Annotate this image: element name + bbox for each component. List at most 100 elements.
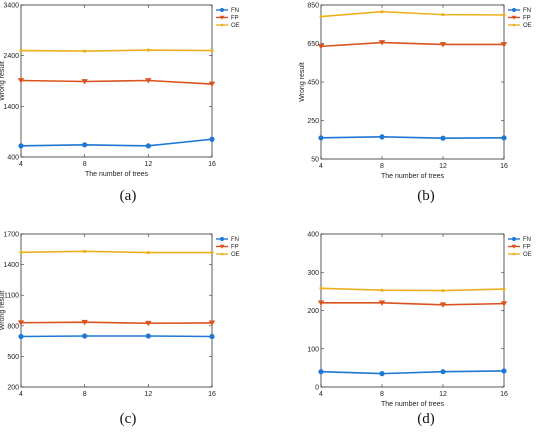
data-point-oe <box>502 13 506 17</box>
legend-marker <box>511 15 517 20</box>
data-point-fn <box>145 333 151 339</box>
y-tick-label: 2400 <box>3 53 19 60</box>
plot-frame <box>320 4 505 160</box>
data-point-oe <box>210 250 214 255</box>
series-line-oe <box>20 250 212 254</box>
panel-caption: (a) <box>120 188 137 204</box>
data-point-oe <box>319 286 323 290</box>
data-point-fp <box>439 42 447 48</box>
y-tick-label: 650 <box>307 41 319 48</box>
y-tick-label: 1700 <box>3 232 19 239</box>
data-point-oe <box>441 289 445 293</box>
y-tick-label: 200 <box>307 308 319 315</box>
chart-panel: 200 500 800 1100 1400 1700 4 8 12 16 Wrong result F… <box>0 232 240 428</box>
data-point-fp <box>81 319 88 326</box>
legend-entry: FP <box>523 16 531 22</box>
legend-marker <box>220 23 224 27</box>
data-point-oe <box>380 288 384 292</box>
series-line-fp <box>320 41 504 48</box>
data-point-fp <box>145 320 152 327</box>
y-axis-label: Wrong result <box>0 61 6 101</box>
y-tick-label: 250 <box>307 118 319 125</box>
x-tick-label: 16 <box>208 391 216 398</box>
data-point-oe <box>83 249 87 253</box>
panel-caption: (b) <box>417 188 435 204</box>
y-axis-label: Wrong result <box>0 291 6 331</box>
y-tick-label: 0 <box>315 385 319 392</box>
data-point-fp <box>81 79 88 85</box>
x-tick-label: 8 <box>380 391 384 398</box>
data-point-fp <box>500 42 508 48</box>
y-tick-label: 200 <box>7 385 19 392</box>
y-tick-label: 300 <box>307 270 319 277</box>
series-line-fn <box>320 370 505 375</box>
x-tick-label: 16 <box>500 391 508 398</box>
x-tick-label: 8 <box>380 163 384 170</box>
legend-entry: OE <box>231 23 240 29</box>
y-tick-label: 800 <box>7 323 19 330</box>
data-point-fn <box>440 369 446 375</box>
y-tick-label: 50 <box>311 157 319 164</box>
legend-marker <box>512 237 516 241</box>
data-point-fn <box>209 333 215 340</box>
data-point-oe <box>210 49 214 53</box>
y-tick-label: 850 <box>307 3 319 10</box>
data-point-fp <box>317 43 325 50</box>
data-point-fn <box>379 371 385 377</box>
legend-entry: OE <box>523 23 532 29</box>
legend-marker <box>219 15 225 20</box>
data-point-fn <box>18 143 24 149</box>
data-point-fn <box>501 135 507 141</box>
data-point-fn <box>82 142 88 148</box>
data-point-oe <box>441 13 445 17</box>
x-tick-label: 12 <box>439 163 447 170</box>
y-tick-label: 3400 <box>3 3 19 10</box>
chart-panel: 50 250 450 650 850 4 8 12 16 The number of trees W… <box>299 3 532 205</box>
series-line-fn <box>20 335 213 338</box>
y-tick-label: 500 <box>7 354 19 361</box>
legend-marker <box>220 8 224 12</box>
legend-entry: FP <box>523 245 531 251</box>
data-point-oe <box>19 49 23 53</box>
legend-entry: OE <box>231 252 240 258</box>
chart-panel: 400 1400 2400 3400 4 8 12 16 The number of trees… <box>0 3 240 205</box>
legend-entry: FN <box>231 237 239 243</box>
data-point-fn <box>379 134 385 140</box>
series-line-fp <box>20 79 213 85</box>
data-point-fp <box>208 81 216 88</box>
legend-marker <box>512 8 516 12</box>
data-point-fn <box>318 135 324 141</box>
data-point-fn <box>318 369 324 375</box>
legend-entry: FN <box>523 8 531 14</box>
data-point-fp <box>500 301 508 307</box>
series-line-fp <box>20 321 213 325</box>
data-point-fn <box>145 143 151 149</box>
y-axis-label: Wrong result <box>299 62 306 102</box>
series-line-fn <box>20 138 213 147</box>
data-point-fn <box>440 135 446 141</box>
data-point-fn <box>82 333 88 339</box>
x-axis-label: The number of trees <box>381 401 445 408</box>
data-point-fp <box>378 300 386 306</box>
x-tick-label: 16 <box>208 161 216 168</box>
legend-entry: FP <box>231 245 239 251</box>
x-tick-label: 12 <box>439 391 447 398</box>
data-point-oe <box>83 49 87 53</box>
x-tick-label: 4 <box>19 161 23 168</box>
data-point-fn <box>501 368 507 374</box>
legend-marker <box>219 244 225 249</box>
x-tick-label: 16 <box>500 163 508 170</box>
y-tick-label: 400 <box>7 155 19 162</box>
series-line-oe <box>320 10 505 18</box>
y-tick-label: 400 <box>307 232 319 239</box>
y-tick-label: 1100 <box>4 293 19 300</box>
series-line-oe <box>20 49 213 52</box>
panel-caption: (d) <box>417 411 435 427</box>
data-point-oe <box>19 250 23 254</box>
data-point-fp <box>378 40 386 46</box>
y-tick-label: 1400 <box>3 262 19 269</box>
data-point-oe <box>502 287 506 291</box>
x-tick-label: 12 <box>144 161 152 168</box>
x-axis-label: The number of trees <box>85 171 149 178</box>
